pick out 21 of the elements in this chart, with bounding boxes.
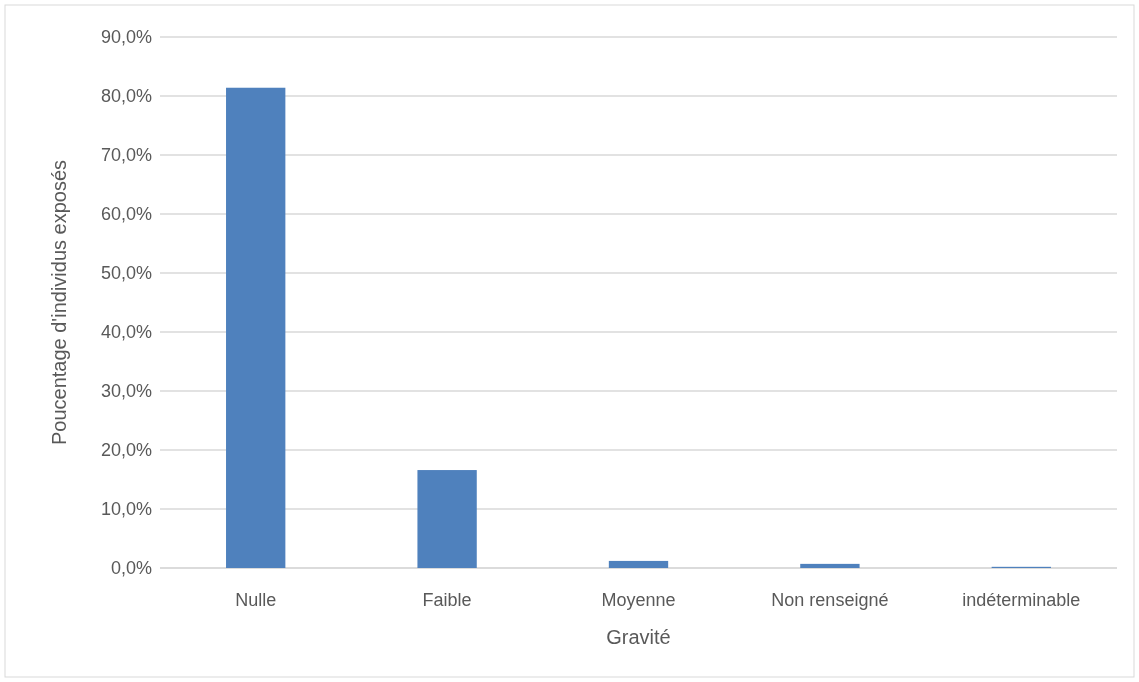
x-tick-label: Non renseigné bbox=[771, 590, 889, 610]
y-tick-label: 30,0% bbox=[100, 381, 152, 402]
y-tick-label: 10,0% bbox=[100, 499, 152, 520]
x-tick-label: Faible bbox=[422, 590, 472, 610]
y-tick-label: 70,0% bbox=[100, 145, 152, 166]
x-tick-label: Nulle bbox=[235, 590, 277, 610]
y-tick-label: 0,0% bbox=[110, 558, 152, 579]
bar bbox=[417, 470, 477, 568]
y-tick-label: 40,0% bbox=[100, 322, 152, 343]
x-tick-label: Moyenne bbox=[601, 590, 676, 610]
x-tick-label: indéterminable bbox=[962, 590, 1081, 610]
y-axis-title: Poucentage d'individus exposés bbox=[48, 159, 70, 446]
y-tick-label: 20,0% bbox=[100, 440, 152, 461]
y-tick-label: 50,0% bbox=[100, 263, 152, 284]
bar bbox=[800, 563, 860, 568]
y-tick-label: 80,0% bbox=[100, 86, 152, 107]
y-tick-label: 60,0% bbox=[100, 204, 152, 225]
y-tick-label: 90,0% bbox=[100, 27, 152, 48]
bar bbox=[226, 87, 286, 568]
x-axis-title: Gravité bbox=[606, 626, 671, 648]
bar bbox=[608, 560, 669, 568]
